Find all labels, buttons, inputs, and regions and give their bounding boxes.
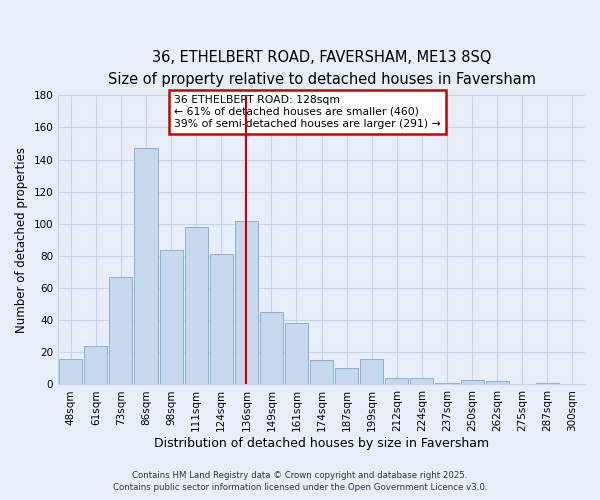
Bar — [335, 368, 358, 384]
X-axis label: Distribution of detached houses by size in Faversham: Distribution of detached houses by size … — [154, 437, 489, 450]
Text: Contains HM Land Registry data © Crown copyright and database right 2025.
Contai: Contains HM Land Registry data © Crown c… — [113, 471, 487, 492]
Bar — [185, 227, 208, 384]
Bar — [360, 359, 383, 384]
Bar — [84, 346, 107, 385]
Bar — [385, 378, 409, 384]
Bar — [209, 254, 233, 384]
Bar — [461, 380, 484, 384]
Bar — [260, 312, 283, 384]
Title: 36, ETHELBERT ROAD, FAVERSHAM, ME13 8SQ
Size of property relative to detached ho: 36, ETHELBERT ROAD, FAVERSHAM, ME13 8SQ … — [107, 50, 536, 87]
Bar — [160, 250, 182, 384]
Bar — [485, 381, 509, 384]
Bar — [285, 324, 308, 384]
Bar — [109, 277, 133, 384]
Text: 36 ETHELBERT ROAD: 128sqm
← 61% of detached houses are smaller (460)
39% of semi: 36 ETHELBERT ROAD: 128sqm ← 61% of detac… — [174, 96, 441, 128]
Y-axis label: Number of detached properties: Number of detached properties — [15, 147, 28, 333]
Bar — [410, 378, 433, 384]
Bar — [134, 148, 158, 384]
Bar — [235, 220, 258, 384]
Bar — [436, 383, 458, 384]
Bar — [536, 383, 559, 384]
Bar — [310, 360, 333, 384]
Bar — [59, 359, 82, 384]
